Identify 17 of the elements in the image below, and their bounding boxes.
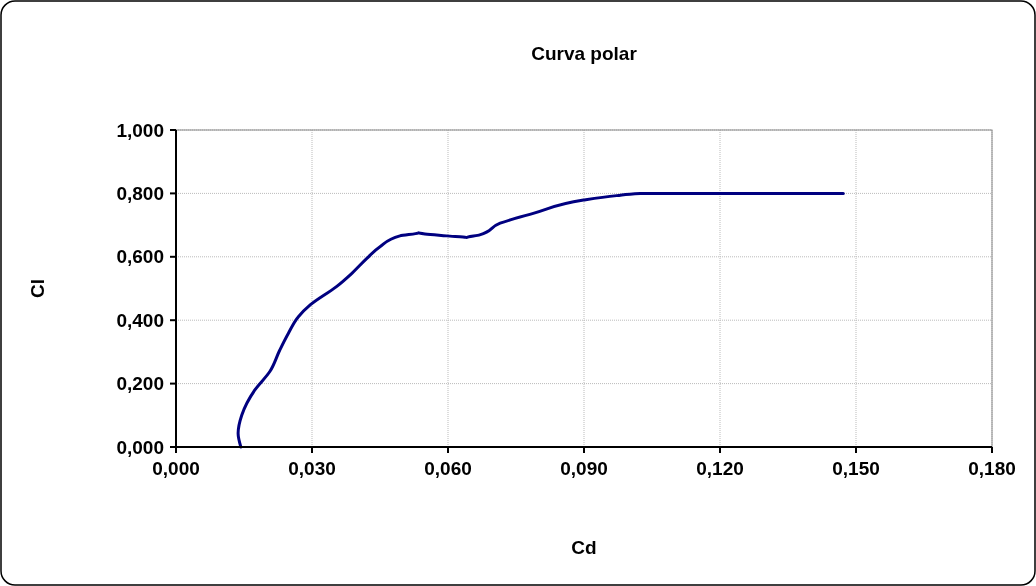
x-tick-label: 0,090: [560, 458, 608, 479]
x-tick-label: 0,030: [288, 458, 336, 479]
y-tick-label: 1,000: [116, 119, 164, 141]
x-tick-label: 0,180: [968, 458, 1016, 479]
chart-title: Curva polar: [531, 43, 638, 64]
x-axis-title: Cd: [571, 537, 597, 558]
x-tick-label: 0,120: [696, 458, 744, 479]
y-tick-label: 0,400: [116, 309, 164, 331]
y-tick-label: 0,200: [116, 373, 164, 395]
line-series: [236, 191, 845, 449]
y-tick-label: 0,000: [116, 436, 164, 458]
x-tick-label: 0,150: [832, 458, 880, 479]
x-tick-label: 0,060: [424, 458, 472, 479]
x-tick-label: 0,000: [152, 458, 200, 479]
y-tick-label: 0,800: [116, 183, 164, 205]
y-tick-label: 0,600: [116, 246, 164, 268]
y-axis-title: Cl: [27, 279, 48, 298]
